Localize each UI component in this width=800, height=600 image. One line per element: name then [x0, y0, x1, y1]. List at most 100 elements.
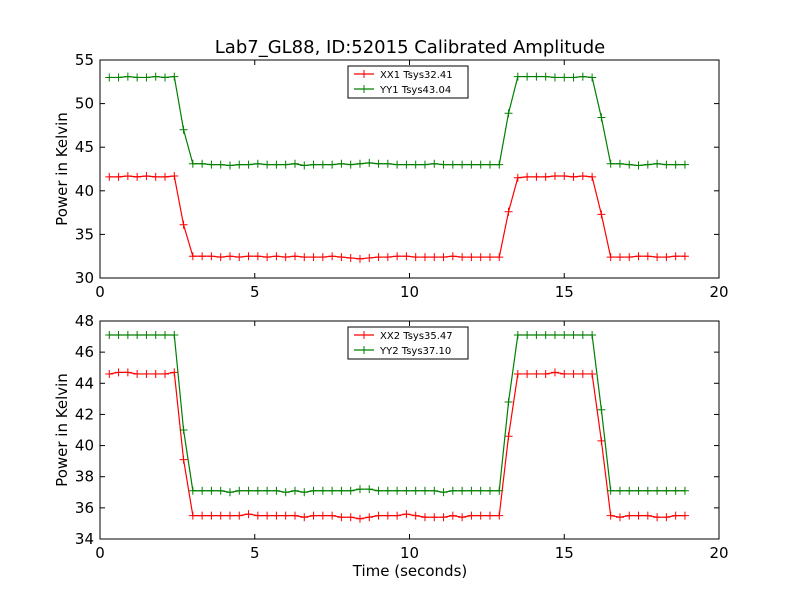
data-point-marker — [225, 511, 234, 520]
data-point-marker — [263, 253, 272, 262]
data-point-marker — [625, 511, 634, 520]
data-point-marker — [225, 161, 234, 170]
data-point-marker — [309, 486, 318, 495]
data-point-marker — [374, 159, 383, 168]
data-point-marker — [541, 331, 550, 340]
data-point-marker — [680, 252, 689, 261]
data-point-marker — [430, 253, 439, 262]
y-tick-label: 44 — [75, 374, 94, 392]
data-point-marker — [253, 511, 262, 520]
x-tick-label: 20 — [709, 544, 728, 562]
data-point-marker — [541, 72, 550, 81]
data-point-marker — [281, 488, 290, 497]
data-point-marker — [560, 369, 569, 378]
data-point-marker — [402, 160, 411, 169]
data-point-marker — [235, 486, 244, 495]
data-point-marker — [671, 486, 680, 495]
data-point-marker — [606, 159, 615, 168]
data-point-marker — [281, 511, 290, 520]
data-point-marker — [578, 171, 587, 180]
y-tick-label: 35 — [75, 225, 94, 243]
data-point-marker — [467, 486, 476, 495]
data-point-marker — [281, 253, 290, 262]
data-point-marker — [597, 405, 606, 414]
x-tick-label: 0 — [95, 544, 105, 562]
data-point-marker — [467, 160, 476, 169]
data-point-marker — [300, 513, 309, 522]
data-point-marker — [355, 254, 364, 263]
data-point-marker — [634, 161, 643, 170]
x-tick-label: 15 — [555, 283, 574, 301]
y-tick-label: 50 — [75, 95, 94, 113]
data-point-marker — [560, 171, 569, 180]
data-point-marker — [430, 159, 439, 168]
data-point-marker — [448, 160, 457, 169]
data-point-marker — [671, 252, 680, 261]
data-point-marker — [300, 161, 309, 170]
data-point-marker — [105, 172, 114, 181]
legend-entry-label: YY1 Tsys43.04 — [379, 85, 451, 96]
data-point-marker — [253, 159, 262, 168]
data-point-marker — [550, 171, 559, 180]
legend-swatch-marker — [360, 85, 368, 93]
data-point-marker — [216, 511, 225, 520]
legend-box — [347, 65, 469, 99]
data-point-marker — [560, 73, 569, 82]
data-point-marker — [160, 331, 169, 340]
data-point-marker — [318, 486, 327, 495]
data-point-marker — [225, 252, 234, 261]
data-point-marker — [578, 369, 587, 378]
data-point-marker — [550, 73, 559, 82]
data-point-marker — [160, 73, 169, 82]
data-point-marker — [458, 253, 467, 262]
data-point-marker — [170, 72, 179, 81]
data-point-marker — [569, 172, 578, 181]
data-point-marker — [393, 160, 402, 169]
data-point-marker — [337, 159, 346, 168]
data-point-marker — [495, 511, 504, 520]
data-point-marker — [133, 73, 142, 82]
data-point-marker — [346, 160, 355, 169]
y-tick-label: 46 — [75, 343, 94, 361]
data-point-marker — [337, 486, 346, 495]
data-point-marker — [263, 511, 272, 520]
y-tick-label: 36 — [75, 499, 94, 517]
x-tick-label: 10 — [400, 283, 419, 301]
data-point-marker — [662, 160, 671, 169]
data-point-marker — [625, 160, 634, 169]
data-point-marker — [105, 331, 114, 340]
data-point-marker — [355, 485, 364, 494]
data-point-marker — [309, 253, 318, 262]
data-point-marker — [402, 252, 411, 261]
data-point-marker — [513, 331, 522, 340]
data-point-marker — [476, 253, 485, 262]
data-point-marker — [188, 159, 197, 168]
data-point-marker — [188, 252, 197, 261]
data-point-marker — [569, 73, 578, 82]
data-point-marker — [263, 160, 272, 169]
y-tick-label: 40 — [75, 437, 94, 455]
y-tick-label: 40 — [75, 182, 94, 200]
data-point-marker — [588, 369, 597, 378]
data-point-marker — [606, 511, 615, 520]
data-point-marker — [365, 513, 374, 522]
data-point-marker — [337, 253, 346, 262]
data-point-marker — [179, 426, 188, 434]
data-point-marker — [532, 331, 541, 340]
data-point-marker — [235, 253, 244, 262]
data-point-marker — [458, 486, 467, 495]
y-axis-label: Power in Kelvin — [53, 112, 71, 226]
data-point-marker — [625, 486, 634, 495]
data-point-marker — [523, 331, 532, 340]
data-point-marker — [383, 486, 392, 495]
data-point-marker — [151, 72, 160, 81]
data-point-marker — [123, 331, 132, 340]
data-point-marker — [643, 252, 652, 261]
data-point-marker — [300, 488, 309, 497]
data-point-marker — [216, 253, 225, 262]
data-point-marker — [411, 486, 420, 495]
data-point-marker — [485, 253, 494, 262]
data-point-marker — [532, 369, 541, 378]
x-axis-label: Time (seconds) — [352, 562, 468, 580]
data-point-marker — [504, 207, 513, 216]
